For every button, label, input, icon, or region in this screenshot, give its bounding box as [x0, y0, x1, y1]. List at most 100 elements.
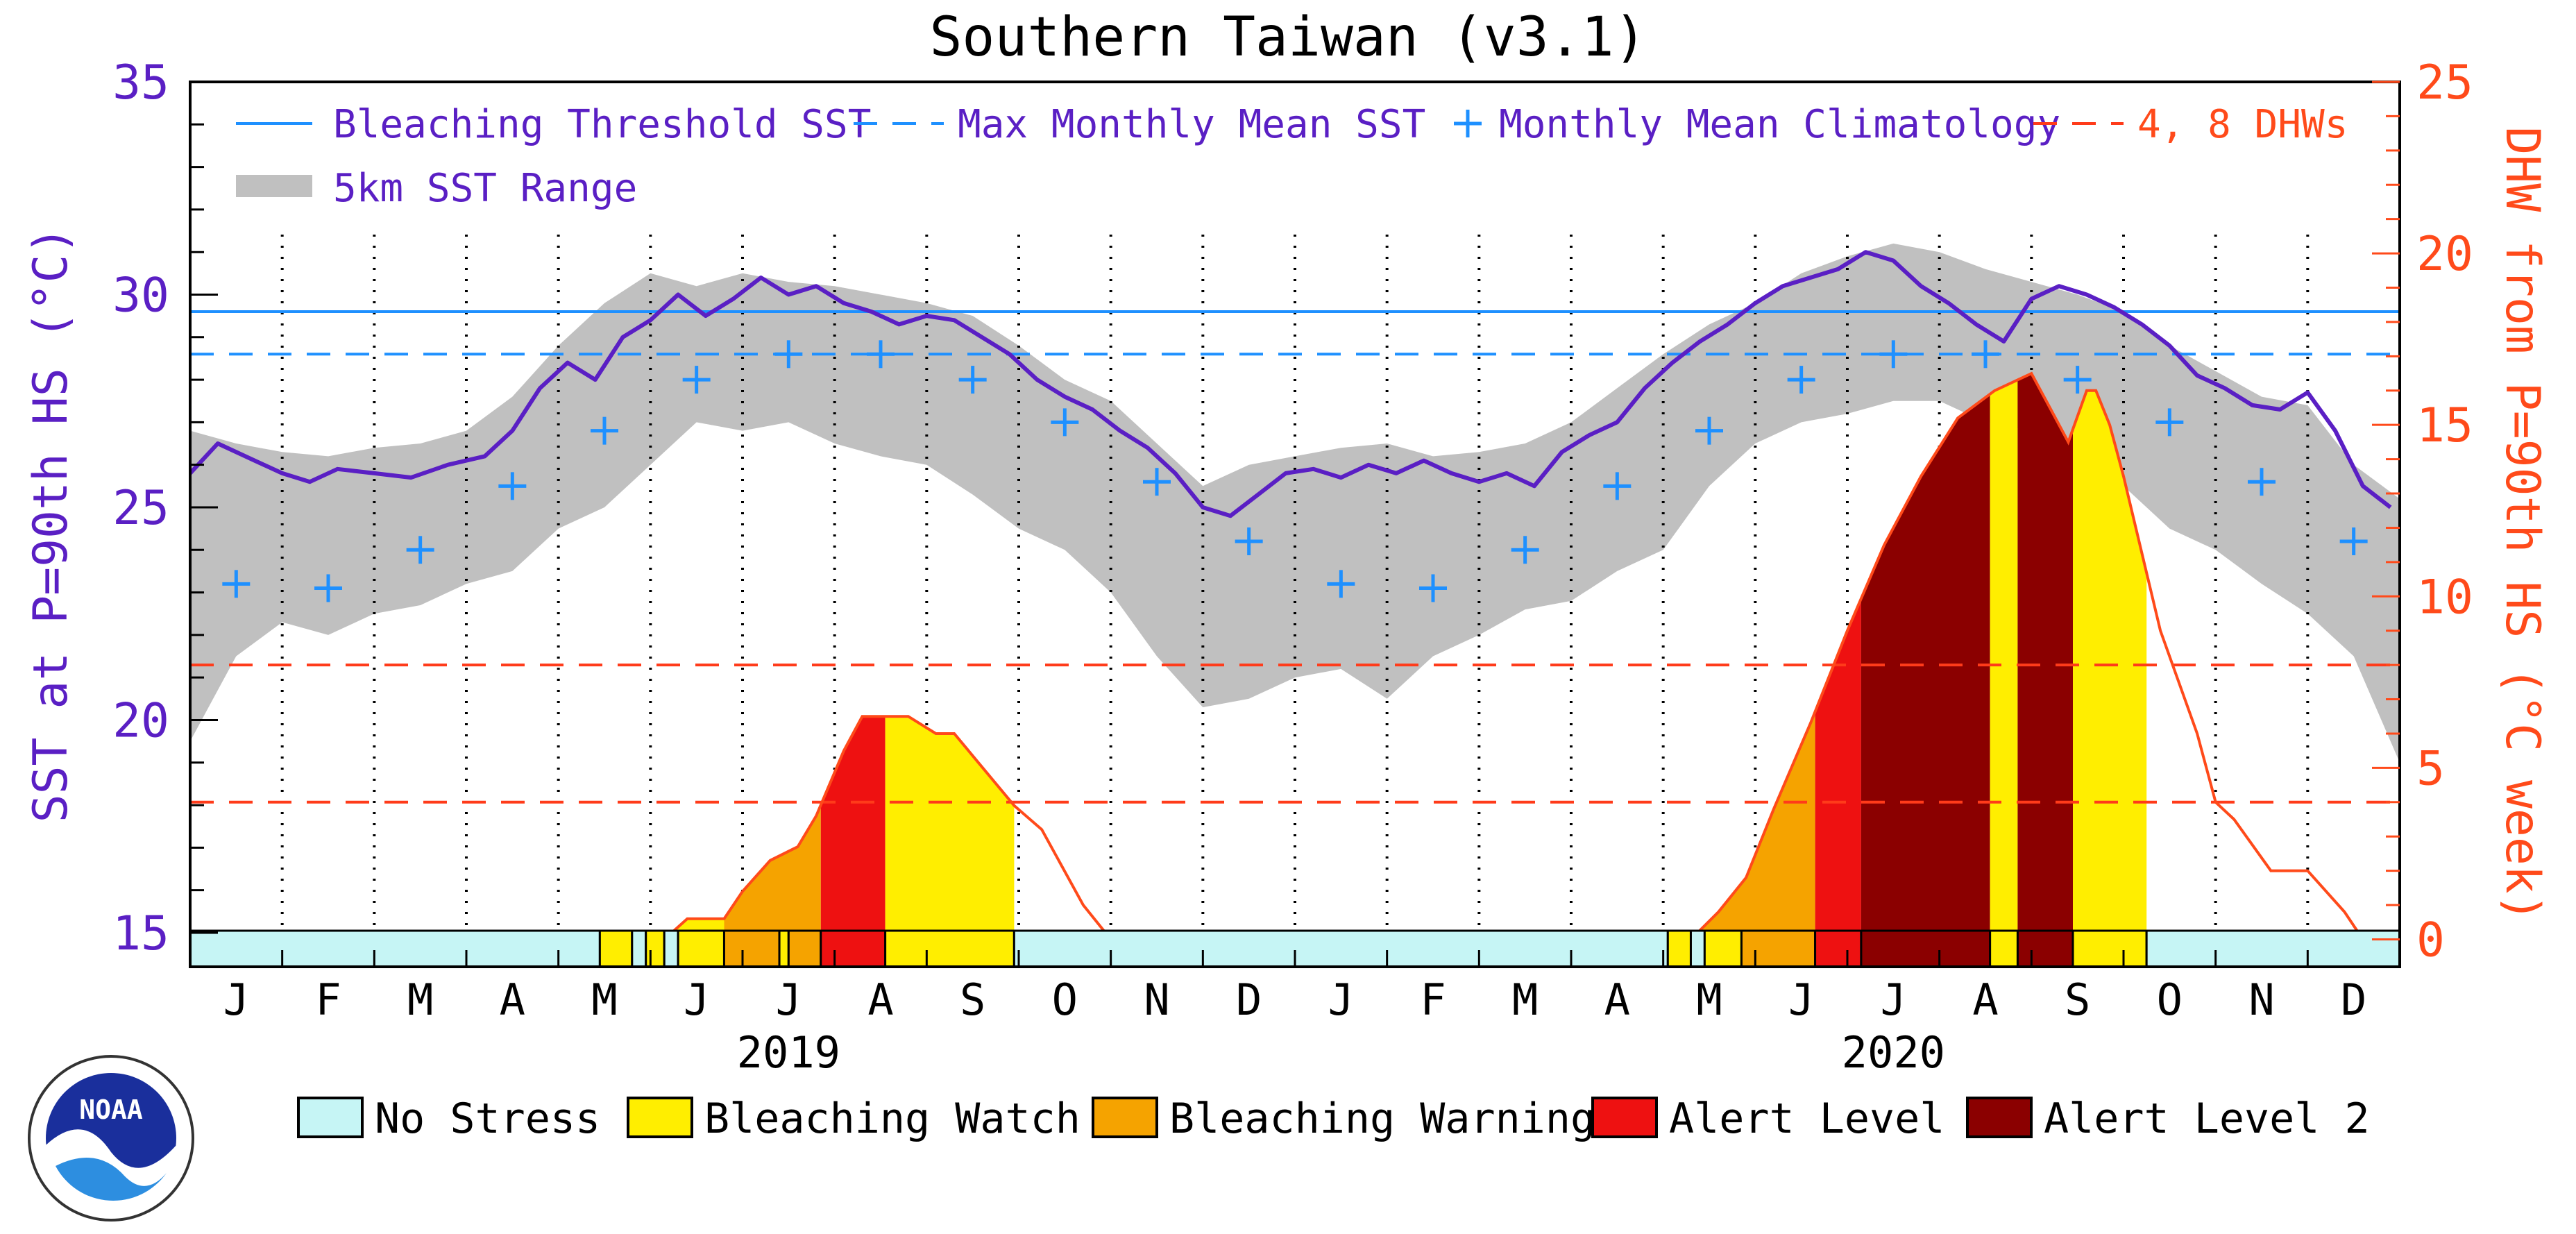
left-y-tick-label: 35 — [112, 56, 169, 110]
dhw-fill-alert-level-2 — [2017, 373, 2073, 940]
plot-area — [190, 235, 2400, 967]
month-tick-label: D — [2341, 974, 2366, 1025]
climatology-marker — [867, 340, 895, 369]
month-tick-label: J — [1328, 974, 1354, 1025]
stress-bar-no-stress — [2145, 929, 2400, 967]
stress-legend-swatch — [1092, 1097, 1158, 1138]
month-tick-label: S — [960, 974, 985, 1025]
climatology-marker — [2063, 366, 2092, 394]
stress-bar-alert-level-1 — [820, 929, 887, 967]
stress-bar-no-stress — [663, 929, 679, 967]
left-y-tick-label: 15 — [112, 906, 169, 961]
stress-legend-label: Alert Level 1 — [1669, 1094, 1995, 1143]
climatology-marker — [406, 536, 434, 564]
climatology-marker — [1051, 408, 1079, 437]
month-tick-label: S — [2065, 974, 2090, 1025]
month-tick-label: M — [407, 974, 433, 1025]
legend-item: 5km SST Range — [236, 166, 637, 211]
axes: 15 20 25 30 35 0 5 10 15 20 25 SST at P=90th HS (°C… — [24, 56, 2550, 1078]
right-y-tick-label: 0 — [2416, 913, 2445, 967]
stress-legend-item: Bleaching Warning — [1092, 1094, 1595, 1143]
legend-item: Monthly Mean Climatology — [1454, 102, 2060, 147]
climatology-marker — [1787, 366, 1815, 394]
left-y-axis-title: SST at P=90th HS (°C) — [24, 226, 78, 823]
left-y-tick-label: 20 — [112, 693, 169, 748]
stress-legend-label: Bleaching Warning — [1169, 1094, 1595, 1143]
left-y-tick-label: 30 — [112, 268, 169, 323]
stress-bar-alert-level-2 — [2016, 929, 2074, 967]
stress-legend-swatch — [297, 1097, 364, 1138]
stress-bar-bleaching-watch — [1989, 929, 2019, 967]
month-tick-label: M — [1696, 974, 1722, 1025]
dhw-fill-alert-level-1 — [820, 716, 886, 940]
legend-item: 4, 8 DHWs — [2033, 102, 2348, 147]
month-tick-label: J — [223, 974, 249, 1025]
stress-bar-alert-level-1 — [1814, 929, 1863, 967]
stress-bar-bleaching-warning — [787, 929, 822, 967]
climatology-marker — [1419, 574, 1447, 602]
climatology-marker — [591, 416, 618, 445]
climatology-marker — [2248, 468, 2276, 496]
month-tick-label: O — [2157, 974, 2183, 1025]
stress-bar-bleaching-watch — [645, 929, 666, 967]
year-label: 2019 — [737, 1027, 840, 1078]
stress-bar-bleaching-watch — [1703, 929, 1743, 967]
stress-legend-label: No Stress — [375, 1094, 600, 1143]
dhw-fill-bleaching-watch — [1990, 380, 2018, 940]
climatology-marker — [1695, 416, 1723, 445]
stress-legend-label: Alert Level 2 — [2044, 1094, 2370, 1143]
stress-bar-no-stress — [1012, 929, 1669, 967]
sst-line — [190, 250, 2392, 518]
stress-bar-alert-level-2 — [1860, 929, 1992, 967]
month-tick-label: F — [315, 974, 341, 1025]
stress-legend-item: Alert Level 1 — [1591, 1094, 1995, 1143]
dhw-fill-bleaching-watch — [885, 716, 1015, 940]
climatology-marker — [2339, 527, 2368, 556]
chart-title: Southern Taiwan (v3.1) — [929, 6, 1646, 69]
climatology-marker — [1972, 340, 1999, 369]
stress-legend-item: Bleaching Watch — [627, 1094, 1081, 1143]
stress-bar-bleaching-watch — [677, 929, 725, 967]
legend-label: 4, 8 DHWs — [2137, 102, 2348, 147]
month-tick-label: M — [1512, 974, 1538, 1025]
stress-bar-bleaching-watch — [884, 929, 1015, 967]
month-tick-label: M — [591, 974, 617, 1025]
month-tick-label: A — [500, 974, 525, 1025]
stress-bar-no-stress — [1689, 929, 1706, 967]
stress-legend-item: Alert Level 2 — [1966, 1094, 2370, 1143]
legend-label: Max Monthly Mean SST — [958, 102, 1425, 147]
month-tick-label: N — [1144, 974, 1169, 1025]
month-tick-label: A — [1604, 974, 1630, 1025]
climatology-marker — [958, 366, 987, 394]
month-tick-label: J — [776, 974, 802, 1025]
dhw-fill-bleaching-warning — [1690, 711, 1815, 940]
climatology-marker — [1235, 527, 1263, 556]
stress-legend-item: No Stress — [297, 1094, 600, 1143]
year-label: 2020 — [1842, 1027, 1945, 1078]
left-y-tick-label: 25 — [112, 481, 169, 536]
legend-swatch-band — [236, 175, 312, 197]
climatology-marker — [1603, 472, 1632, 500]
legend-label: Bleaching Threshold SST — [333, 102, 871, 147]
plot-clip-group — [190, 235, 2400, 967]
month-tick-label: O — [1052, 974, 1078, 1025]
climatology-marker — [774, 340, 803, 369]
stress-bar-no-stress — [190, 929, 601, 967]
month-tick-label: J — [684, 974, 709, 1025]
climatology-marker — [498, 472, 527, 500]
dhw-fill-bleaching-warning — [724, 804, 821, 940]
stress-bar-bleaching-watch — [1666, 929, 1692, 967]
noaa-logo: NOAA — [28, 1055, 194, 1222]
month-tick-label: J — [1881, 974, 1906, 1025]
right-y-tick-label: 20 — [2416, 227, 2473, 282]
stress-legend-swatch — [1591, 1097, 1658, 1138]
month-tick-label: J — [1788, 974, 1814, 1025]
right-y-tick-label: 10 — [2416, 570, 2473, 625]
stress-bar-bleaching-warning — [1740, 929, 1817, 967]
month-tick-label: A — [867, 974, 893, 1025]
month-tick-label: N — [2248, 974, 2274, 1025]
month-tick-label: F — [1420, 974, 1446, 1025]
dhw-line — [190, 371, 2364, 941]
climatology-marker — [314, 574, 342, 602]
